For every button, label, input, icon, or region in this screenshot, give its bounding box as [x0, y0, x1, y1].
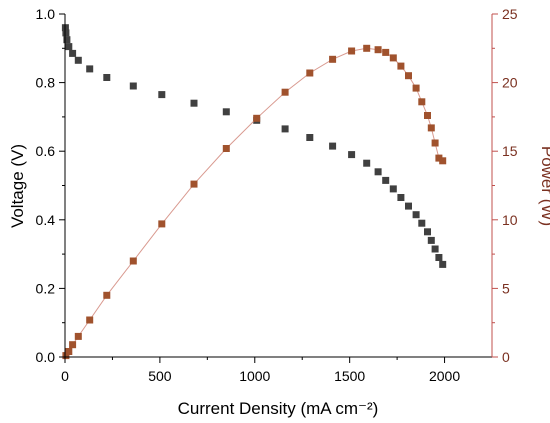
data-point: [86, 65, 94, 73]
x-tick-label: 2000: [429, 368, 460, 384]
data-point: [158, 91, 166, 99]
data-point: [412, 211, 420, 219]
data-point: [405, 202, 412, 210]
data-point: [129, 257, 137, 265]
y-left-tick-label: 0.6: [36, 143, 56, 159]
data-point: [431, 139, 439, 147]
data-point: [281, 88, 289, 96]
data-point: [439, 260, 447, 268]
x-tick-label: 0: [61, 368, 69, 384]
x-tick-label: 1500: [334, 368, 365, 384]
data-point: [222, 108, 230, 116]
data-point: [329, 142, 337, 150]
data-point: [190, 180, 198, 188]
data-point: [389, 54, 397, 62]
data-point: [190, 99, 198, 107]
series-line: [65, 47, 443, 356]
data-point: [65, 348, 73, 355]
data-point: [405, 72, 412, 80]
data-point: [348, 47, 356, 55]
data-point: [412, 84, 420, 92]
x-tick-label: 1000: [239, 368, 270, 384]
data-point: [74, 332, 82, 340]
data-point: [158, 220, 166, 228]
data-point: [427, 236, 435, 244]
y-right-tick-label: 10: [502, 212, 518, 228]
data-point: [439, 157, 447, 165]
y-right-tick-label: 20: [502, 75, 518, 91]
data-point: [397, 62, 405, 70]
data-point: [69, 341, 77, 349]
y-right-tick-label: 0: [502, 349, 510, 365]
data-point: [306, 134, 314, 141]
data-point: [424, 228, 431, 236]
data-point: [281, 125, 289, 133]
data-point: [129, 82, 137, 90]
data-point: [222, 145, 230, 152]
data-point: [348, 151, 356, 159]
data-point: [374, 168, 382, 176]
data-point: [74, 56, 82, 64]
y-left-tick-label: 1.0: [36, 6, 56, 22]
data-point: [65, 43, 73, 51]
y-right-tick-label: 25: [502, 6, 518, 22]
y-left-tick-label: 0.0: [36, 349, 56, 365]
series-power: [62, 44, 447, 360]
data-point: [418, 98, 426, 106]
data-point: [103, 74, 111, 81]
data-point: [427, 124, 435, 132]
data-point: [389, 185, 397, 193]
x-axis-title: Current Density (mA cm⁻²): [178, 399, 379, 418]
y-left-tick-label: 0.2: [36, 280, 56, 296]
data-point: [424, 112, 431, 119]
data-point: [363, 44, 371, 52]
series-voltage: [61, 24, 447, 268]
data-point: [69, 49, 77, 57]
axes-layer: 0 500 1000 1500 2000 0.0 0.2 0.4 0.6 0.8 1.0 0 5 10 15…: [36, 6, 518, 384]
x-tick-label: 500: [148, 368, 172, 384]
data-point: [86, 316, 94, 324]
y-left-tick-label: 0.4: [36, 212, 56, 228]
data-point: [253, 114, 261, 122]
data-point: [435, 154, 443, 162]
y-right-tick-label: 5: [502, 280, 510, 296]
data-point: [62, 29, 70, 37]
y-right-tick-label: 15: [502, 143, 518, 159]
data-point: [431, 245, 439, 253]
data-point: [329, 55, 337, 63]
data-point: [418, 219, 426, 227]
data-point: [382, 176, 390, 184]
y-left-axis-title: Voltage (V): [8, 144, 27, 228]
series-layer: [61, 24, 447, 360]
data-point: [397, 194, 405, 201]
data-point: [382, 48, 390, 56]
data-point: [63, 36, 71, 44]
data-point: [306, 69, 314, 77]
y-right-axis-title: Power (W): [538, 146, 550, 226]
data-point: [103, 291, 111, 299]
y-left-tick-label: 0.8: [36, 75, 56, 91]
data-point: [435, 254, 443, 261]
data-point: [363, 159, 371, 167]
data-point: [62, 352, 70, 360]
data-point: [374, 46, 382, 54]
